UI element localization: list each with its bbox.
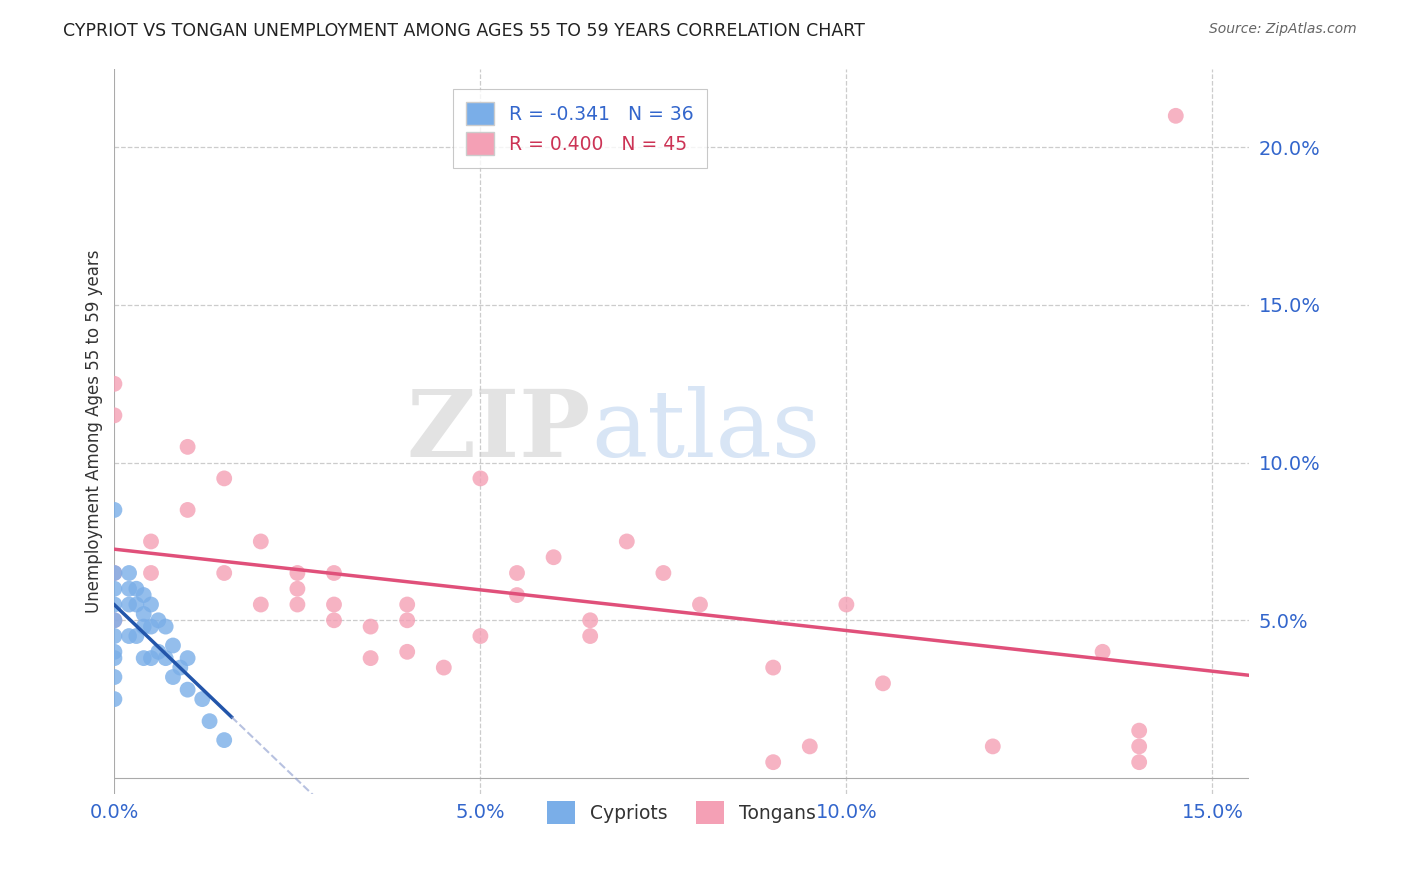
Point	[139, 566, 162, 580]
Point	[360, 619, 382, 633]
Point	[103, 376, 125, 391]
Point	[835, 598, 858, 612]
Point	[103, 566, 125, 580]
Point	[132, 651, 155, 665]
Point	[212, 471, 235, 485]
Point	[1164, 109, 1187, 123]
Point	[162, 670, 184, 684]
Point	[103, 409, 125, 423]
Point	[103, 645, 125, 659]
Point	[103, 670, 125, 684]
Point	[212, 733, 235, 747]
Point	[118, 566, 141, 580]
Point	[360, 651, 382, 665]
Legend: Cypriots, Tongans: Cypriots, Tongans	[536, 789, 827, 835]
Point	[470, 471, 492, 485]
Point	[103, 503, 125, 517]
Point	[396, 613, 419, 627]
Point	[103, 598, 125, 612]
Point	[1128, 739, 1150, 754]
Point	[1091, 645, 1114, 659]
Point	[616, 534, 638, 549]
Point	[176, 651, 198, 665]
Point	[169, 660, 191, 674]
Point	[470, 629, 492, 643]
Point	[125, 582, 148, 596]
Point	[506, 566, 529, 580]
Point	[118, 629, 141, 643]
Point	[176, 503, 198, 517]
Point	[1128, 755, 1150, 769]
Text: CYPRIOT VS TONGAN UNEMPLOYMENT AMONG AGES 55 TO 59 YEARS CORRELATION CHART: CYPRIOT VS TONGAN UNEMPLOYMENT AMONG AGE…	[63, 22, 865, 40]
Point	[155, 651, 177, 665]
Point	[212, 566, 235, 580]
Point	[287, 598, 309, 612]
Point	[139, 619, 162, 633]
Point	[118, 598, 141, 612]
Point	[132, 607, 155, 621]
Point	[155, 619, 177, 633]
Point	[433, 660, 456, 674]
Point	[689, 598, 711, 612]
Point	[176, 682, 198, 697]
Point	[139, 651, 162, 665]
Point	[139, 534, 162, 549]
Text: ZIP: ZIP	[406, 386, 591, 476]
Point	[103, 613, 125, 627]
Point	[162, 639, 184, 653]
Text: Source: ZipAtlas.com: Source: ZipAtlas.com	[1209, 22, 1357, 37]
Point	[125, 629, 148, 643]
Point	[652, 566, 675, 580]
Point	[762, 660, 785, 674]
Point	[323, 566, 346, 580]
Point	[132, 619, 155, 633]
Point	[125, 598, 148, 612]
Point	[872, 676, 894, 690]
Point	[132, 588, 155, 602]
Point	[103, 566, 125, 580]
Point	[198, 714, 221, 728]
Point	[148, 645, 170, 659]
Point	[323, 613, 346, 627]
Y-axis label: Unemployment Among Ages 55 to 59 years: Unemployment Among Ages 55 to 59 years	[86, 250, 103, 613]
Point	[287, 582, 309, 596]
Point	[249, 598, 271, 612]
Point	[103, 613, 125, 627]
Point	[506, 588, 529, 602]
Point	[396, 598, 419, 612]
Point	[176, 440, 198, 454]
Point	[799, 739, 821, 754]
Text: atlas: atlas	[591, 386, 820, 476]
Point	[249, 534, 271, 549]
Point	[579, 629, 602, 643]
Point	[103, 582, 125, 596]
Point	[118, 582, 141, 596]
Point	[103, 651, 125, 665]
Point	[543, 550, 565, 565]
Point	[762, 755, 785, 769]
Point	[323, 598, 346, 612]
Point	[579, 613, 602, 627]
Point	[287, 566, 309, 580]
Point	[148, 613, 170, 627]
Point	[191, 692, 214, 706]
Point	[103, 692, 125, 706]
Point	[103, 629, 125, 643]
Point	[396, 645, 419, 659]
Point	[981, 739, 1004, 754]
Point	[1128, 723, 1150, 738]
Point	[139, 598, 162, 612]
